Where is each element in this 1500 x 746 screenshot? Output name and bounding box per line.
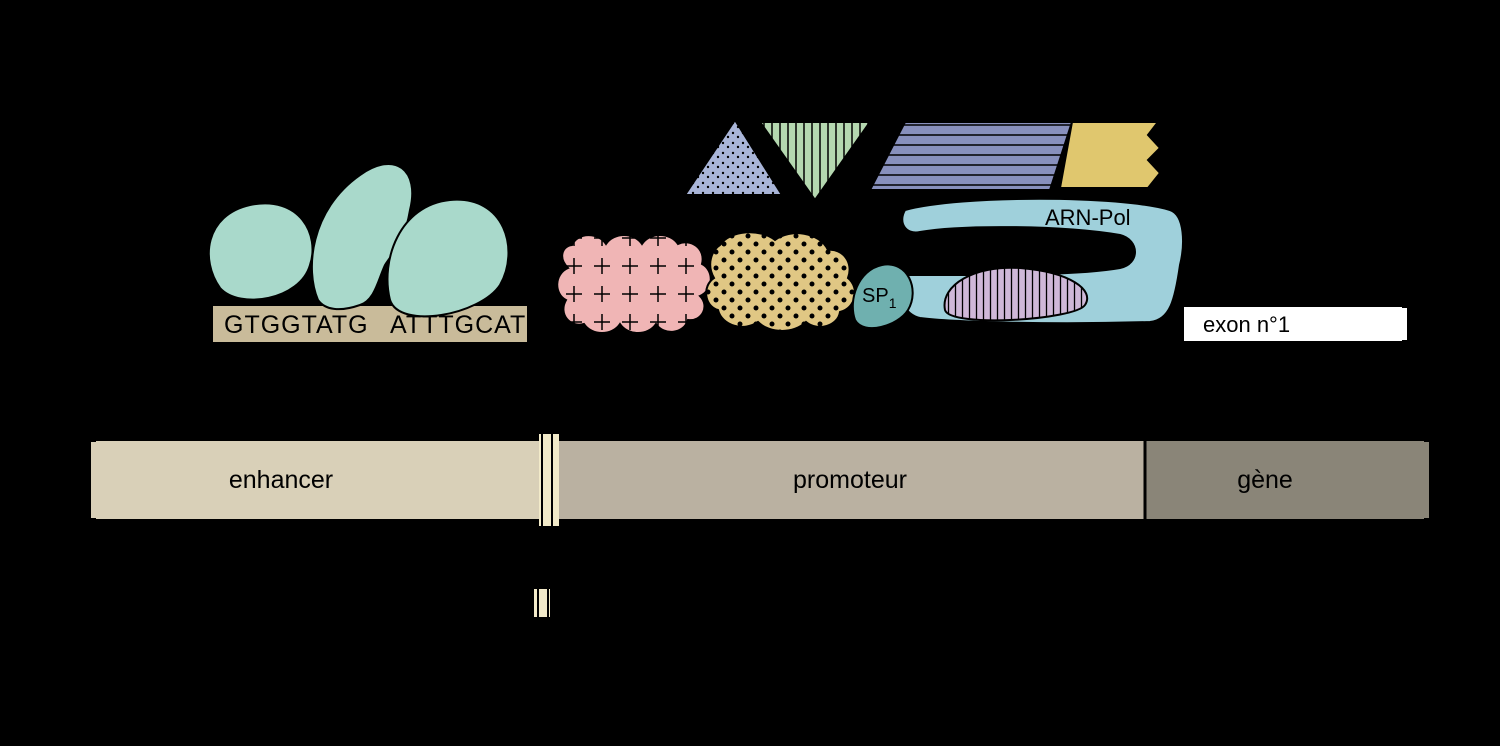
start-label-1: début de la [1165,623,1275,648]
scale-caat-label: de -120 à - 50 [737,623,874,648]
factor-darkblue [870,122,1072,190]
seq-agccaat: AGCCAAT [732,334,851,362]
scale-tata-label: - 30 [972,623,1010,648]
scale-enhancer-label: de - x kb à - 50 b [257,623,422,648]
arn-pol-label: ARN-Pol [1045,205,1131,230]
seq-tataa: TATAA [982,334,1057,362]
exon-label: exon n°1 [1203,312,1290,337]
complex-title: complexe d'initiation [828,40,1052,68]
region-enhancer-label: enhancer [229,466,333,494]
question-mark: ? [575,83,591,114]
seq-gggcgg: GGGCGG [862,334,977,362]
seq-atgcaaat: ATGCAAAT [572,334,703,362]
enhancer-seq1: GTGGTATG [224,311,369,339]
factor-pink [557,235,711,333]
factor-yellow [1060,122,1160,188]
scale-tata-label2: TATA box [942,658,1034,683]
five-prime-label: 5' [95,287,114,315]
start-label-2: transcription [1165,658,1285,683]
region-gene-label: gène [1237,466,1293,494]
scale-caat-label2: CAAT box [767,658,865,683]
transcription-label: transcription [1240,175,1360,200]
region-promoter-label: promoteur [793,466,907,494]
enhancer-protein-1 [209,203,313,299]
